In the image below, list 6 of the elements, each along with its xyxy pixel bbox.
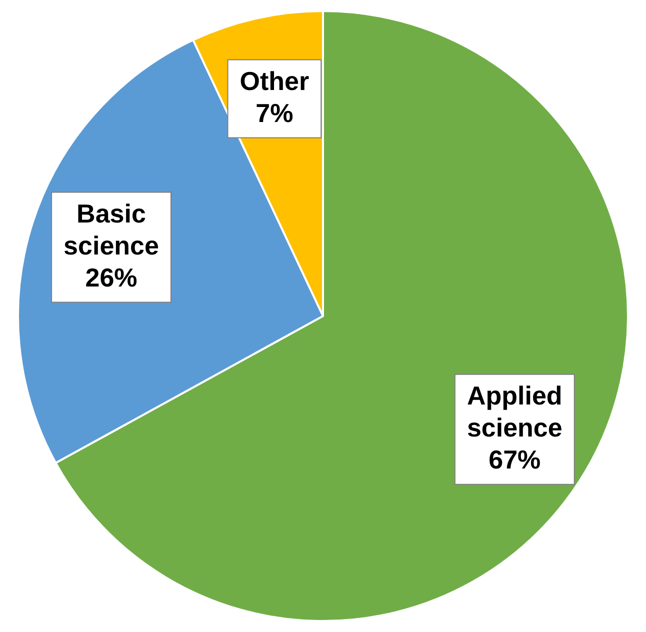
data-label: 67% <box>488 444 541 475</box>
data-label: 7% <box>256 98 294 128</box>
slice-label: Applied science <box>466 380 562 443</box>
slice-label: Other <box>240 66 310 96</box>
slice-label: Basic science <box>64 198 159 260</box>
data-label: 26% <box>85 262 138 292</box>
